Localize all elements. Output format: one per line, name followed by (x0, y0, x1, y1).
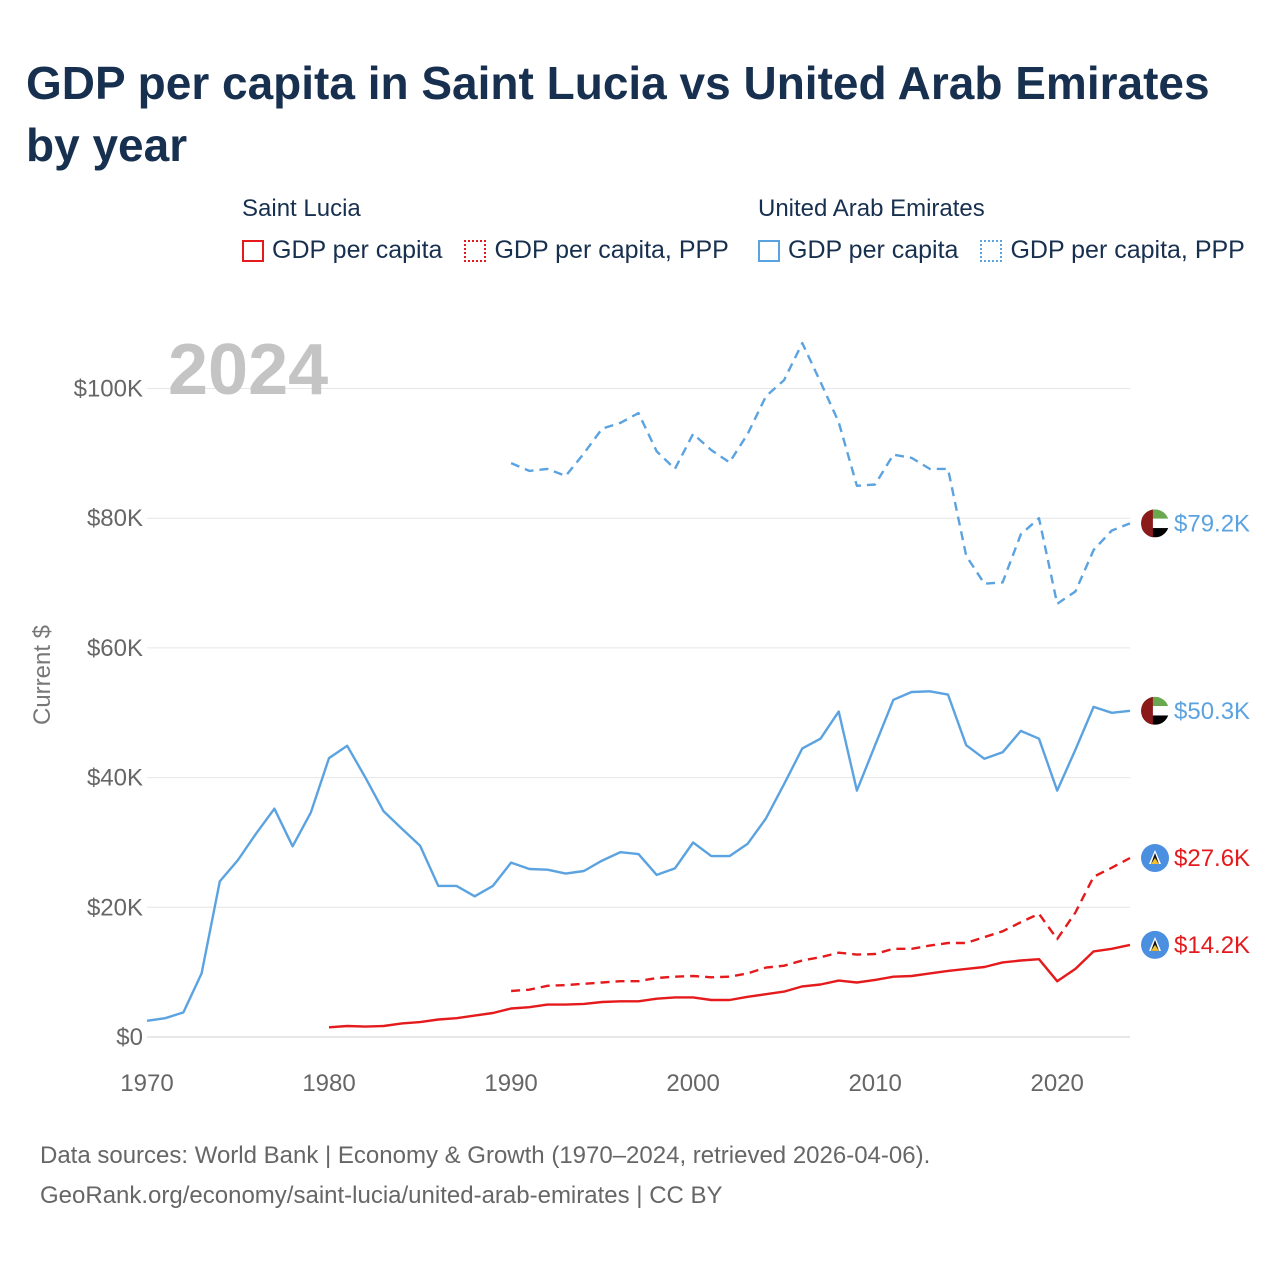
x-tick-label: 2000 (666, 1070, 719, 1097)
x-tick-label: 1980 (302, 1070, 355, 1097)
end-value-label: $14.2K (1174, 932, 1250, 959)
legend-item-label: GDP per capita, PPP (494, 236, 729, 264)
uae-flag-icon (1141, 509, 1169, 538)
y-tick-label: $0 (116, 1024, 143, 1051)
legend-swatch-solid-icon (242, 239, 264, 262)
y-tick-label: $40K (87, 765, 143, 792)
y-tick-label: $100K (74, 376, 143, 403)
tick-layer: $0 $20K $40K $60K $80K $100K 1970 1980 1990 2000 2… (74, 376, 1084, 1098)
legend-swatch-dotted-icon (980, 239, 1003, 262)
legend-item-label: GDP per capita, PPP (1010, 236, 1245, 264)
legend-item-uae-gdp-ppp[interactable]: GDP per capita, PPP (980, 236, 1245, 265)
y-tick-label: $20K (87, 894, 143, 921)
legend-group-uae: United Arab Emirates GDP per capita GDP … (758, 192, 1245, 265)
grid-layer (147, 388, 1130, 1038)
series-line[interactable] (510, 341, 1131, 605)
source-note: Data sources: World Bank | Economy & Gro… (40, 1142, 931, 1169)
saint-lucia-flag-icon (1141, 844, 1169, 873)
y-axis-label: Current $ (29, 625, 56, 725)
legend-group-saint-lucia: Saint Lucia GDP per capita GDP per capit… (242, 192, 729, 265)
legend-country-label: Saint Lucia (242, 195, 361, 222)
legend-swatch-solid-icon (758, 239, 780, 262)
page-title: GDP per capita in Saint Lucia vs United … (26, 57, 1210, 171)
x-tick-label: 1970 (120, 1070, 173, 1097)
legend-country-label: United Arab Emirates (758, 195, 985, 222)
saint-lucia-flag-icon (1141, 930, 1169, 959)
end-value-label: $50.3K (1174, 698, 1250, 725)
legend-item-uae-gdp[interactable]: GDP per capita (758, 236, 958, 265)
y-tick-label: $80K (87, 505, 143, 532)
year-watermark: 2024 (168, 330, 328, 410)
legend-item-label: GDP per capita (788, 236, 959, 264)
attribution-link[interactable]: GeoRank.org/economy/saint-lucia/united-a… (40, 1182, 723, 1209)
legend-item-label: GDP per capita (272, 236, 443, 264)
legend-item-saint-lucia-gdp-ppp[interactable]: GDP per capita, PPP (464, 236, 729, 265)
series-line[interactable] (328, 943, 1131, 1029)
series-layer (146, 341, 1131, 1029)
y-tick-label: $60K (87, 635, 143, 662)
end-value-label: $27.6K (1174, 845, 1250, 872)
legend-item-saint-lucia-gdp[interactable]: GDP per capita (242, 236, 442, 265)
endpoint-layer: $79.2K $50.3K $27.6K $14.2K (1141, 509, 1250, 959)
x-tick-label: 2010 (848, 1070, 901, 1097)
legend-swatch-dotted-icon (464, 239, 487, 262)
series-line[interactable] (146, 690, 1131, 1022)
end-value-label: $79.2K (1174, 510, 1250, 537)
x-tick-label: 2020 (1030, 1070, 1083, 1097)
uae-flag-icon (1141, 696, 1169, 725)
footer: Data sources: World Bank | Economy & Gro… (40, 1136, 930, 1216)
x-tick-label: 1990 (484, 1070, 537, 1097)
series-line[interactable] (511, 856, 1131, 993)
